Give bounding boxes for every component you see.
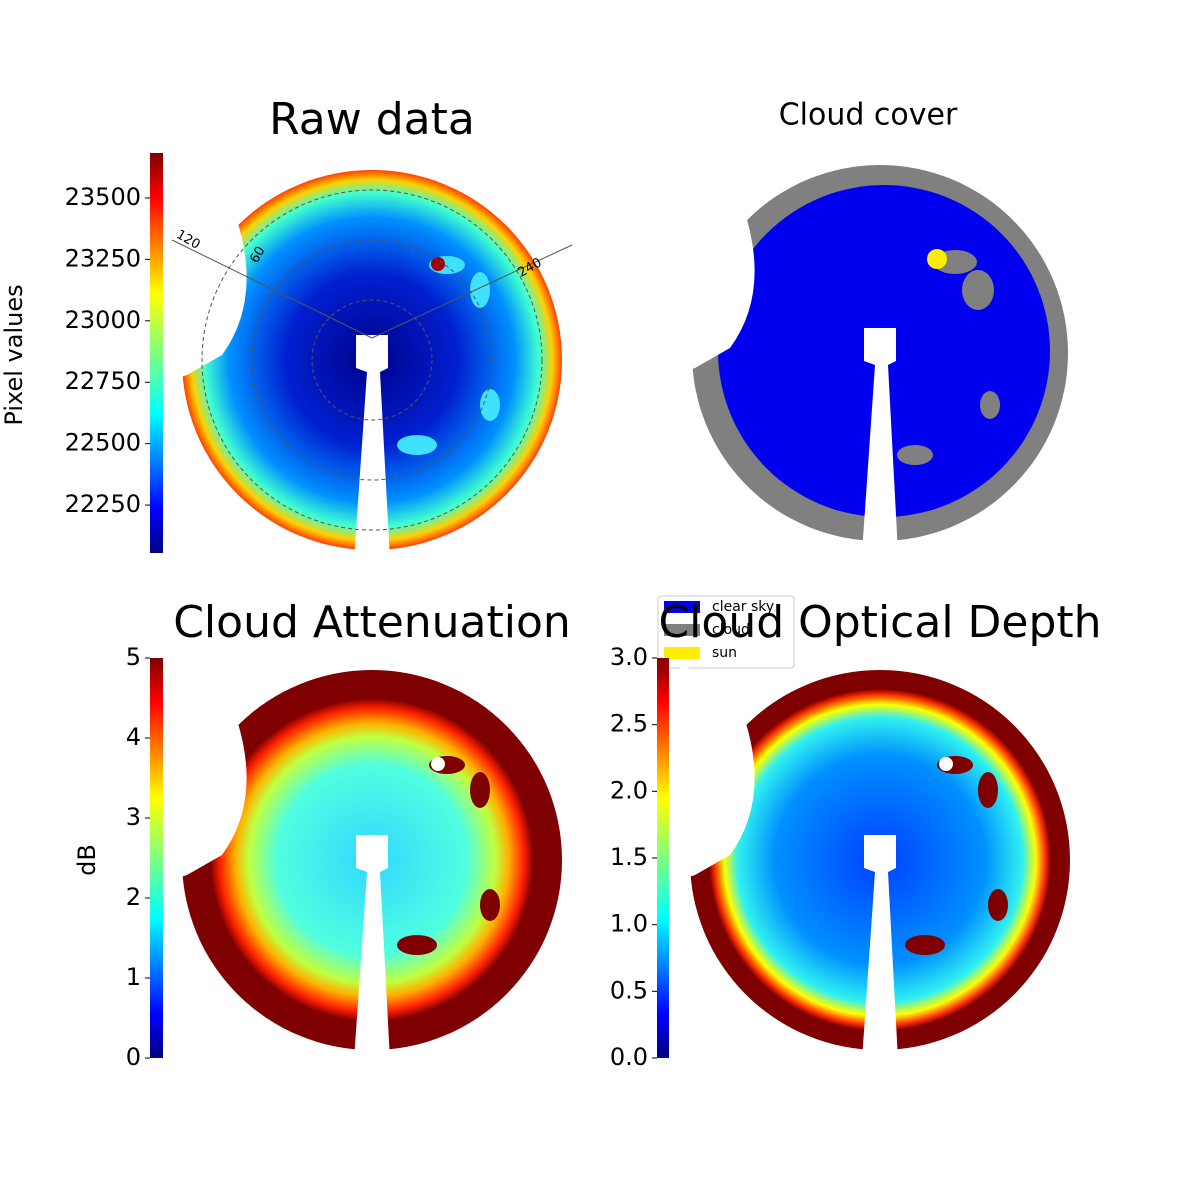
- panel-title: Raw data: [269, 94, 475, 145]
- cloud-patch: [905, 935, 945, 955]
- legend: clear sky cloud sun: [657, 595, 795, 669]
- cloud-patch: [470, 772, 490, 808]
- cloud-patch: [480, 889, 500, 921]
- colorbar-tick-label: 4: [126, 723, 141, 751]
- colorbar: [150, 658, 163, 1058]
- cloud-patch: [397, 435, 437, 455]
- panel-title: Cloud cover: [779, 98, 958, 133]
- panel-title: Cloud Optical Depth: [658, 597, 1101, 648]
- legend-label: clear sky: [712, 599, 774, 615]
- panels: 12060240222502250022750230002325023500Pi…: [0, 94, 1102, 1071]
- colorbar-tick-label: 1.0: [610, 910, 648, 938]
- cloud-patch: [980, 391, 1000, 419]
- polar-spoke: [371, 244, 573, 339]
- sky-image: [680, 153, 1068, 553]
- mask-notch: [680, 660, 755, 880]
- cloud-patch: [397, 935, 437, 955]
- cloud-patch: [962, 270, 994, 310]
- colorbar-tick-label: 1: [126, 963, 141, 991]
- colorbar: [657, 658, 669, 1058]
- mask-arm: [862, 328, 898, 553]
- legend-swatch: [664, 624, 700, 636]
- polar-spoke: [171, 239, 373, 339]
- cloud-patch: [978, 772, 998, 808]
- cloud-patch: [988, 889, 1008, 921]
- sun-spot: [431, 757, 445, 771]
- colorbar-label: Pixel values: [0, 284, 28, 425]
- colorbar-tick-label: 22500: [65, 429, 141, 457]
- sun-spot: [939, 757, 953, 771]
- sky-image: [680, 660, 1070, 1060]
- legend-label: sun: [712, 645, 737, 661]
- colorbar-tick-label: 3.0: [610, 643, 648, 671]
- colorbar-tick-label: 2: [126, 883, 141, 911]
- colorbar: [150, 153, 163, 553]
- colorbar-tick-label: 5: [126, 643, 141, 671]
- cloud-patch: [480, 389, 500, 421]
- sky-image: [171, 160, 573, 560]
- polar-grid: [201, 189, 543, 531]
- sun: [927, 249, 947, 269]
- colorbar-tick-label: 0.5: [610, 976, 648, 1004]
- mask-arm: [354, 335, 390, 560]
- colorbar-tick-label: 2.0: [610, 776, 648, 804]
- polar-grid: [311, 299, 433, 421]
- colorbar-tick-label: 23000: [65, 306, 141, 334]
- colorbar-tick-label: 3: [126, 803, 141, 831]
- colorbar-tick-label: 0.0: [610, 1043, 648, 1071]
- colorbar-tick-label: 23500: [65, 183, 141, 211]
- panel-title: Cloud Attenuation: [173, 597, 571, 648]
- sun-spot: [431, 257, 445, 271]
- legend-label: cloud: [712, 622, 750, 638]
- colorbar-tick-label: 22250: [65, 490, 141, 518]
- colorbar-tick-label: 23250: [65, 244, 141, 272]
- colorbar-tick-label: 22750: [65, 367, 141, 395]
- colorbar-tick-label: 1.5: [610, 843, 648, 871]
- polar-label: 60: [247, 244, 268, 266]
- mask-notch: [172, 160, 247, 380]
- mask-notch: [172, 660, 247, 880]
- cloud-patch: [470, 272, 490, 308]
- colorbar-tick-label: 2.5: [610, 710, 648, 738]
- legend-swatch: [664, 647, 700, 659]
- mask-arm: [354, 835, 390, 1060]
- colorbar-tick-label: 0: [126, 1043, 141, 1071]
- colorbar-label: dB: [73, 844, 101, 876]
- polar-grid: [251, 239, 493, 481]
- mask-notch: [680, 153, 755, 373]
- cloud-patch: [897, 445, 933, 465]
- sky-image: [172, 660, 562, 1060]
- legend-swatch: [664, 601, 700, 613]
- mask-arm: [862, 835, 898, 1060]
